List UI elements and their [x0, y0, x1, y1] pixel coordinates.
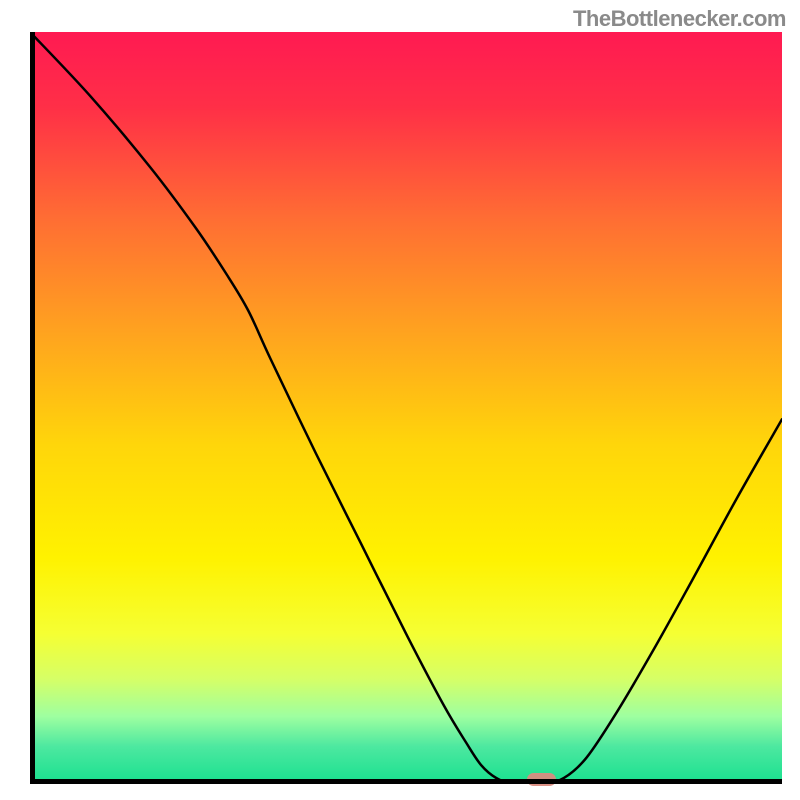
plot-area — [30, 32, 782, 784]
bottleneck-curve — [30, 32, 782, 784]
x-axis — [30, 779, 782, 784]
chart-container: TheBottlenecker.com — [0, 0, 800, 800]
y-axis — [30, 32, 35, 784]
watermark-text: TheBottlenecker.com — [573, 6, 786, 32]
